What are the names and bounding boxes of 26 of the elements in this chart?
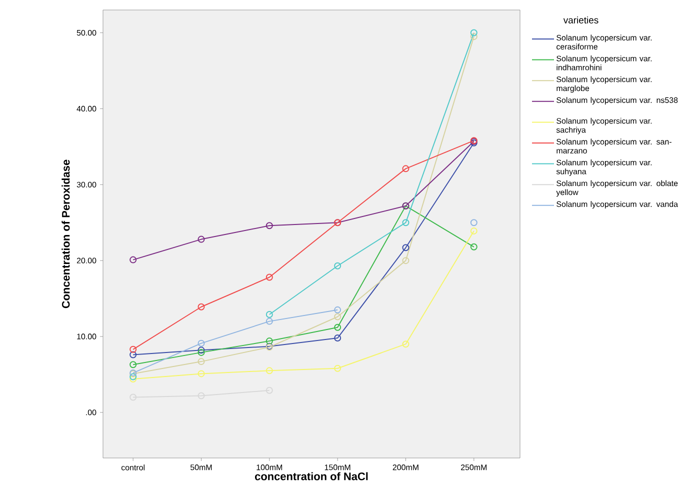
point bbox=[198, 236, 205, 243]
point bbox=[266, 367, 273, 374]
point bbox=[334, 262, 342, 270]
point bbox=[470, 219, 478, 226]
point bbox=[198, 303, 205, 310]
point bbox=[334, 364, 342, 372]
point bbox=[402, 257, 410, 264]
point bbox=[198, 358, 205, 366]
point bbox=[334, 324, 342, 331]
x-axis-title: concentration of NaCl bbox=[255, 472, 368, 480]
point bbox=[198, 392, 205, 400]
point bbox=[130, 373, 137, 380]
point bbox=[198, 370, 205, 378]
legend-title: varieties bbox=[563, 16, 598, 24]
y-axis-title: Concentration of Peroxidase bbox=[62, 160, 70, 308]
point bbox=[334, 334, 342, 342]
point bbox=[198, 340, 205, 347]
point bbox=[266, 318, 273, 325]
point bbox=[266, 274, 273, 281]
point bbox=[402, 340, 410, 348]
point bbox=[266, 222, 273, 230]
point bbox=[402, 165, 410, 172]
point bbox=[402, 219, 410, 226]
point bbox=[402, 244, 410, 252]
point bbox=[334, 313, 342, 320]
point bbox=[266, 338, 273, 345]
